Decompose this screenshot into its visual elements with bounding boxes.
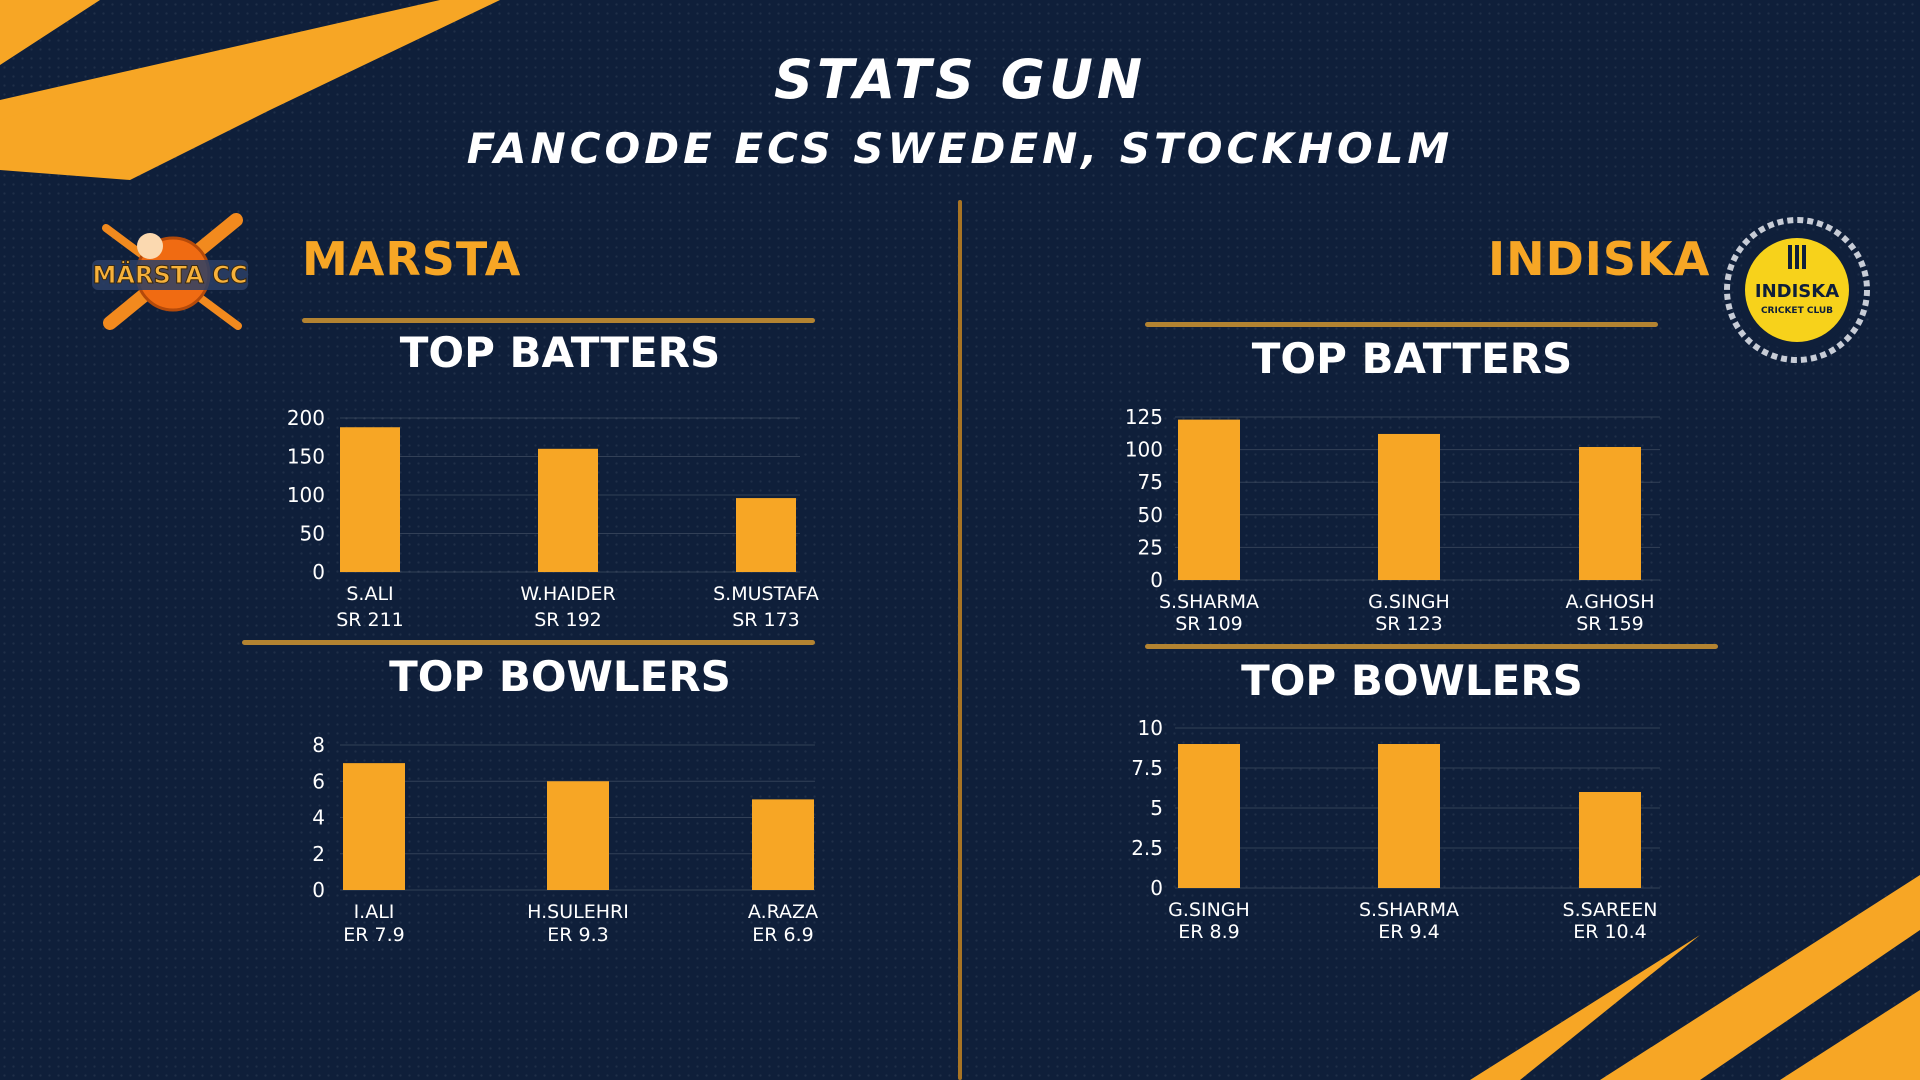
stripe-bottom-right-1 [1470, 935, 1700, 1080]
y-tick-label: 2.5 [1131, 836, 1163, 860]
y-tick-label: 0 [1150, 568, 1163, 592]
category-sublabel: ER 10.4 [1573, 921, 1647, 943]
y-tick-label: 25 [1138, 535, 1163, 559]
y-tick-label: 7.5 [1131, 756, 1163, 780]
rule-left-top [302, 318, 815, 323]
y-tick-label: 4 [312, 806, 325, 830]
category-sublabel: SR 123 [1375, 613, 1443, 635]
y-tick-label: 2 [312, 842, 325, 866]
stripe-bottom-right-2 [1600, 875, 1920, 1080]
category-label: G.SINGH [1168, 899, 1250, 921]
team-name-right: INDISKA [1488, 232, 1711, 286]
section-title-right-batters: TOP BATTERS [1251, 334, 1573, 383]
category-sublabel: ER 6.9 [752, 924, 813, 946]
y-tick-label: 75 [1138, 470, 1163, 494]
category-label: H.SULEHRI [527, 901, 629, 923]
y-tick-label: 0 [312, 878, 325, 902]
category-label: S.SHARMA [1159, 591, 1259, 613]
stripe-top-left-2 [0, 0, 500, 180]
y-tick-label: 5 [1150, 796, 1163, 820]
category-label: G.SINGH [1368, 591, 1450, 613]
section-title-left-batters: TOP BATTERS [399, 328, 721, 377]
marsta-logo: MÄRSTA CC [92, 213, 248, 330]
stripe-top-left-3 [0, 100, 60, 140]
y-tick-label: 6 [312, 769, 325, 793]
category-label: S.MUSTAFA [713, 583, 819, 605]
bar [340, 427, 400, 572]
category-sublabel: SR 211 [336, 609, 404, 631]
bar [1378, 433, 1440, 580]
category-label: S.SHARMA [1359, 899, 1459, 921]
y-tick-label: 200 [287, 406, 325, 430]
center-divider [958, 200, 962, 1080]
category-sublabel: ER 8.9 [1178, 921, 1239, 943]
indiska-logo-text: INDISKA [1755, 281, 1839, 302]
marsta-logo-text: MÄRSTA CC [93, 260, 248, 289]
y-tick-label: 0 [312, 560, 325, 584]
y-tick-label: 150 [287, 445, 325, 469]
bar [1579, 446, 1641, 580]
stripe-bottom-right-3 [1780, 990, 1920, 1080]
bar [1178, 419, 1240, 580]
section-title-right-bowlers: TOP BOWLERS [1241, 656, 1583, 705]
indiska-logo: INDISKA CRICKET CLUB [1724, 217, 1870, 363]
y-tick-label: 50 [1138, 503, 1163, 527]
chart-marsta-batters: 0 50 100 150 200 S.ALI SR 211 W.HAIDER SR 192 S.M… [287, 406, 819, 631]
category-sublabel: ER 9.3 [547, 924, 608, 946]
bar [736, 498, 796, 572]
page-title: STATS GUN [773, 48, 1147, 111]
category-sublabel: ER 7.9 [343, 924, 404, 946]
page-subtitle: FANCODE ECS SWEDEN, STOCKHOLM [466, 124, 1454, 173]
rule-right-middle [1145, 644, 1718, 649]
rule-left-middle [242, 640, 815, 645]
bar [547, 781, 609, 890]
stripe-top-left-1 [0, 0, 100, 65]
bar [1378, 744, 1440, 888]
y-tick-label: 8 [312, 733, 325, 757]
category-sublabel: SR 192 [534, 609, 602, 631]
y-tick-label: 0 [1150, 876, 1163, 900]
category-label: I.ALI [354, 901, 395, 923]
category-label: A.RAZA [748, 901, 818, 923]
team-name-left: MARSTA [302, 232, 522, 286]
y-tick-label: 100 [1125, 438, 1163, 462]
bar [1178, 744, 1240, 888]
y-tick-label: 10 [1138, 716, 1163, 740]
category-label: A.GHOSH [1565, 591, 1654, 613]
rule-right-top [1145, 322, 1658, 327]
bar [538, 448, 598, 572]
bar [343, 763, 405, 890]
category-label: S.ALI [346, 583, 393, 605]
category-sublabel: ER 9.4 [1378, 921, 1439, 943]
y-tick-label: 125 [1125, 405, 1163, 429]
section-title-left-bowlers: TOP BOWLERS [389, 652, 731, 701]
indiska-logo-subtext: CRICKET CLUB [1761, 306, 1833, 316]
bar [1579, 792, 1641, 888]
y-tick-label: 50 [300, 522, 325, 546]
category-sublabel: SR 173 [732, 609, 800, 631]
y-tick-label: 100 [287, 483, 325, 507]
category-sublabel: SR 159 [1576, 613, 1644, 635]
category-sublabel: SR 109 [1175, 613, 1243, 635]
category-label: W.HAIDER [520, 583, 615, 605]
bar [752, 799, 814, 890]
stumps-icon [1788, 245, 1792, 269]
category-label: S.SAREEN [1563, 899, 1658, 921]
